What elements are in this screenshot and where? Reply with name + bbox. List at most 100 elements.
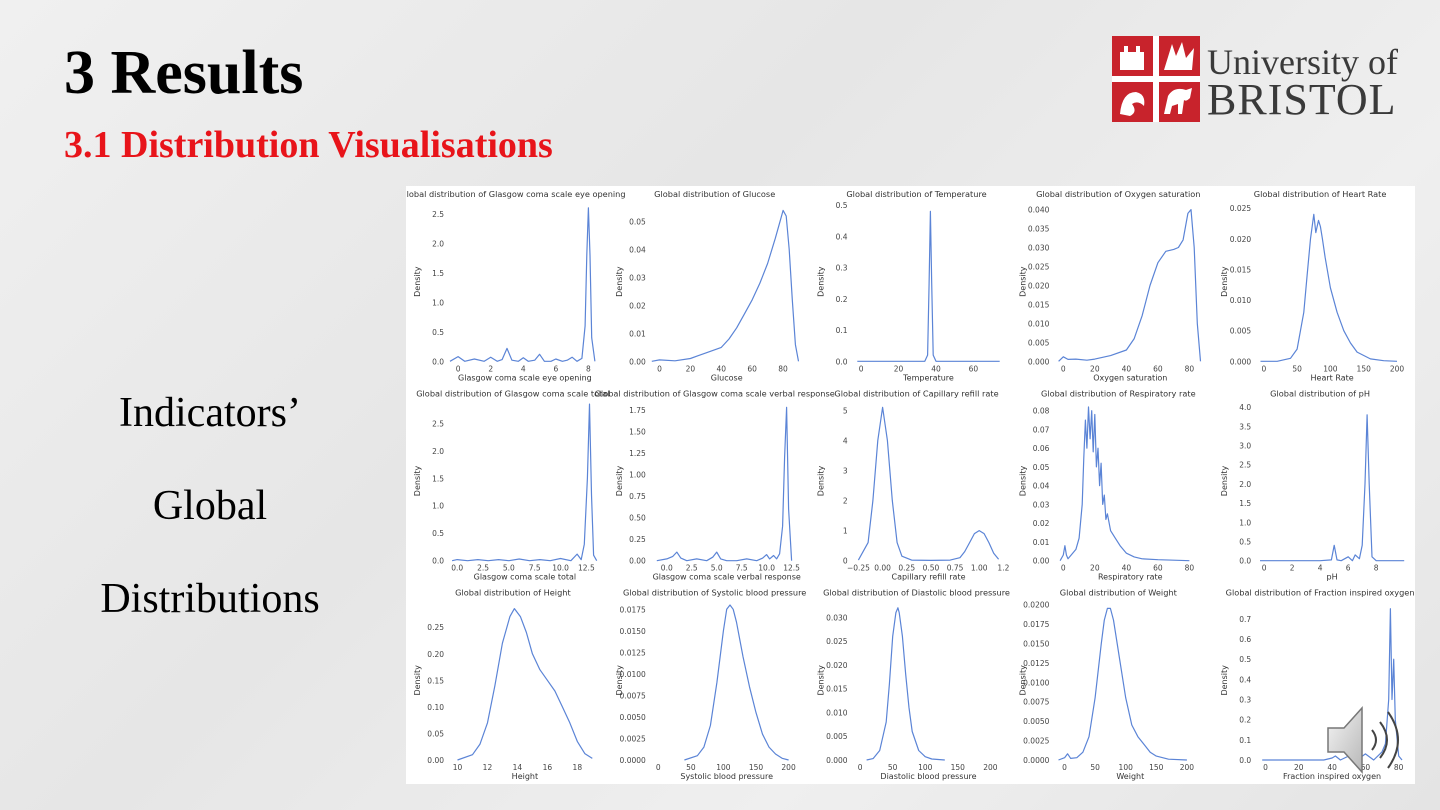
chart-title: Global distribution of Weight xyxy=(1060,588,1178,598)
chart-title: Global distribution of Height xyxy=(455,588,571,598)
chart-8: Global distribution of Capillary refill … xyxy=(817,388,1010,581)
x-tick-label: 6 xyxy=(553,364,558,373)
y-tick-label: 0.035 xyxy=(1028,225,1050,234)
y-tick-label: 0.025 xyxy=(1230,204,1252,213)
y-axis-label: Density xyxy=(1018,665,1027,696)
x-tick-label: 40 xyxy=(931,364,941,373)
x-tick-label: 0 xyxy=(1061,364,1066,373)
x-tick-label: 20 xyxy=(894,364,904,373)
y-axis-label: Density xyxy=(413,665,422,696)
y-tick-label: 0.000 xyxy=(1230,357,1252,366)
x-tick-label: 10.0 xyxy=(552,564,569,573)
x-tick-label: 0.25 xyxy=(898,564,915,573)
chart-3: Global distribution of Temperature 0.0 0.1… xyxy=(817,189,1000,382)
y-tick-label: 0.05 xyxy=(629,218,646,227)
chart-10: Global distribution of pH 0.0 0.5 1.0 1.5 2.0… xyxy=(1220,388,1405,582)
y-tick-label: 1 xyxy=(843,527,848,536)
y-tick-label: 0 xyxy=(843,557,848,566)
y-tick-label: 0.0075 xyxy=(620,691,646,700)
x-axis-label: Heart Rate xyxy=(1311,373,1354,382)
y-tick-label: 0.50 xyxy=(629,514,646,523)
y-tick-label: 1.5 xyxy=(432,269,444,278)
y-tick-label: 0.5 xyxy=(432,328,444,337)
density-line xyxy=(857,406,1000,561)
y-tick-label: 0.0200 xyxy=(1023,601,1049,610)
x-tick-label: 5.0 xyxy=(503,564,515,573)
x-tick-label: 0 xyxy=(656,763,661,772)
x-tick-label: 200 xyxy=(1390,364,1405,373)
y-tick-label: 0.0150 xyxy=(1023,639,1049,648)
y-tick-label: 0.0100 xyxy=(620,670,646,679)
chart-14: Global distribution of Weight 0.0000 0.002… xyxy=(1018,588,1194,781)
x-axis-label: Glasgow coma scale total xyxy=(474,573,577,582)
y-tick-label: 0.0075 xyxy=(1023,698,1049,707)
x-tick-label: 40 xyxy=(1122,564,1132,573)
y-tick-label: 2.5 xyxy=(1239,461,1251,470)
y-axis-label: Density xyxy=(1018,266,1027,297)
x-tick-label: 50 xyxy=(888,763,898,772)
x-tick-label: 0 xyxy=(1262,564,1267,573)
y-tick-label: 2 xyxy=(843,497,848,506)
x-tick-label: 20 xyxy=(1090,564,1100,573)
x-tick-label: 0.0 xyxy=(451,564,463,573)
x-tick-label: 0 xyxy=(1062,763,1067,772)
y-tick-label: 0.0175 xyxy=(1023,620,1049,629)
y-axis-label: Density xyxy=(615,665,624,696)
y-tick-label: 0.005 xyxy=(826,732,848,741)
chart-5: Global distribution of Heart Rate 0.000 0.… xyxy=(1220,189,1404,382)
y-tick-label: 0.25 xyxy=(629,535,646,544)
chart-title: Global distribution of Oxygen saturation xyxy=(1036,189,1200,199)
y-tick-label: 1.0 xyxy=(432,502,444,511)
y-tick-label: 5 xyxy=(843,406,848,415)
y-tick-label: 0.015 xyxy=(826,685,848,694)
y-tick-label: 0.6 xyxy=(1239,635,1251,644)
chart-title: Global distribution of Glucose xyxy=(654,189,775,199)
x-axis-label: Glucose xyxy=(711,373,743,382)
y-tick-label: 0.0125 xyxy=(620,648,646,657)
speaker-icon[interactable] xyxy=(1322,700,1412,780)
y-tick-label: 0.2 xyxy=(1239,716,1251,725)
density-line xyxy=(1058,607,1187,761)
x-tick-label: 200 xyxy=(781,763,796,772)
x-axis-label: Fraction inspired oxygen xyxy=(1283,772,1381,781)
x-tick-label: 12 xyxy=(483,763,493,772)
x-tick-label: 200 xyxy=(983,763,998,772)
x-tick-label: 50 xyxy=(1090,763,1100,772)
logo-line-1: University of xyxy=(1207,42,1398,82)
x-tick-label: 60 xyxy=(747,364,757,373)
y-axis-label: Density xyxy=(1220,665,1229,696)
x-axis-label: Glasgow coma scale verbal response xyxy=(653,573,801,582)
chart-title: Global distribution of Diastolic blood p… xyxy=(823,588,1010,598)
x-tick-label: 40 xyxy=(1122,364,1132,373)
x-tick-label: 0.75 xyxy=(947,564,964,573)
y-axis-label: Density xyxy=(615,466,624,497)
distribution-grid-panel: Global distribution of Glasgow coma scal… xyxy=(400,186,1415,784)
y-tick-label: 1.5 xyxy=(432,474,444,483)
y-tick-label: 0.04 xyxy=(1033,482,1050,491)
y-tick-label: 0.01 xyxy=(629,329,646,338)
y-tick-label: 0.0000 xyxy=(620,756,646,765)
density-line xyxy=(457,608,593,761)
x-tick-label: 50 xyxy=(686,763,696,772)
chart-title: Global distribution of Temperature xyxy=(846,189,986,199)
x-tick-label: 5.0 xyxy=(711,564,723,573)
x-tick-label: 4 xyxy=(1318,564,1323,573)
y-tick-label: 0.3 xyxy=(836,264,848,273)
y-tick-label: 0.75 xyxy=(629,492,646,501)
chart-title: Global distribution of Fraction inspired… xyxy=(1226,588,1415,598)
y-tick-label: 0.0125 xyxy=(1023,659,1049,668)
x-tick-label: 60 xyxy=(969,364,979,373)
y-tick-label: 1.00 xyxy=(629,471,646,480)
x-tick-label: 0 xyxy=(1061,564,1066,573)
y-tick-label: 0.0025 xyxy=(1023,737,1049,746)
y-tick-label: 0.020 xyxy=(826,661,848,670)
x-tick-label: 150 xyxy=(951,763,966,772)
x-tick-label: 60 xyxy=(1361,763,1371,772)
x-tick-label: 80 xyxy=(1394,763,1404,772)
x-axis-label: Height xyxy=(512,772,538,781)
chart-title: Global distribution of Heart Rate xyxy=(1254,189,1387,199)
y-tick-label: 3.5 xyxy=(1239,422,1251,431)
chart-6: Global distribution of Glasgow coma scal… xyxy=(413,388,610,581)
y-tick-label: 0.4 xyxy=(836,232,848,241)
chart-2: Global distribution of Glucose 0.00 0.01 0.… xyxy=(615,189,800,382)
